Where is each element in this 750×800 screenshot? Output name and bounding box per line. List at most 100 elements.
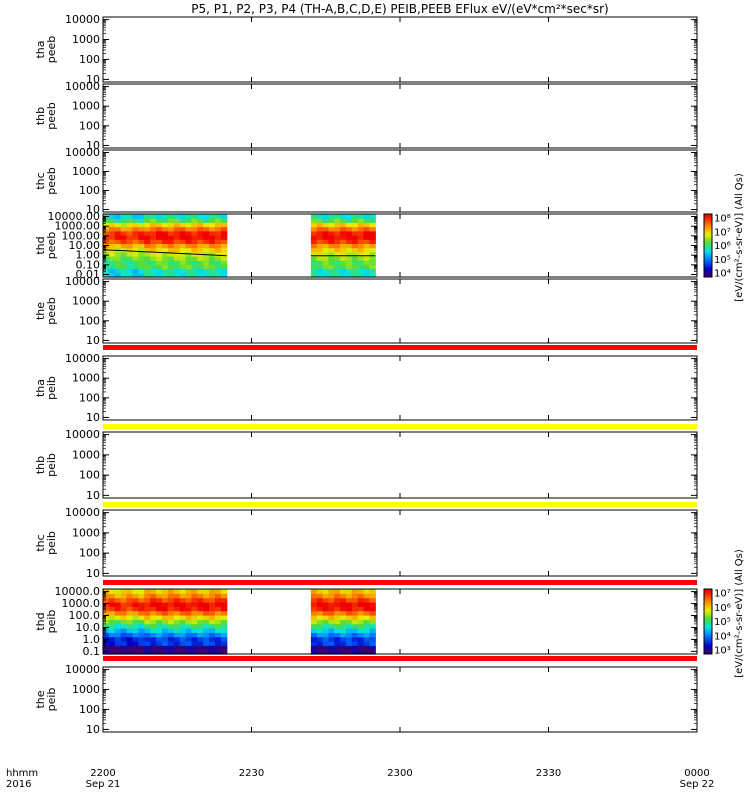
spectrogram-cell bbox=[150, 264, 157, 270]
spectrogram-cell bbox=[132, 264, 139, 270]
spectrogram-cell bbox=[103, 606, 110, 612]
spectrogram-cell bbox=[220, 239, 228, 244]
spectrogram-cell bbox=[310, 589, 318, 594]
status-band-yellow bbox=[103, 424, 697, 429]
spectrogram-cell bbox=[191, 264, 198, 270]
spectrogram-cell bbox=[334, 602, 341, 607]
panel-instrument-label: peib bbox=[45, 610, 58, 634]
spectrogram-cell bbox=[138, 645, 145, 651]
spectrogram-cell bbox=[108, 268, 116, 274]
spectrogram-cell bbox=[179, 636, 187, 642]
spectrogram-cell bbox=[334, 615, 341, 620]
spectrogram-cell bbox=[150, 615, 157, 620]
spectrogram-cell bbox=[167, 235, 175, 240]
spectrogram-cell bbox=[103, 649, 110, 655]
spectrogram-cell bbox=[197, 235, 204, 240]
spectrogram-cell bbox=[203, 264, 210, 270]
spectrogram-cell bbox=[214, 264, 222, 270]
spectrogram-cell bbox=[322, 256, 330, 261]
panel-frame bbox=[102, 149, 698, 213]
spectrogram-cell bbox=[138, 641, 145, 646]
spectrogram-cell bbox=[316, 235, 324, 240]
y-tick-label: 1.00 bbox=[76, 249, 101, 262]
spectrogram-cell bbox=[185, 636, 192, 642]
spectrogram-cell bbox=[310, 623, 318, 629]
spectrogram-cell bbox=[161, 597, 169, 603]
spectrogram-cell bbox=[103, 632, 110, 638]
spectrogram-cell bbox=[173, 218, 181, 223]
spectrogram-cell bbox=[214, 619, 222, 625]
spectrogram-cell bbox=[161, 235, 169, 240]
spectrogram-cell bbox=[203, 214, 210, 219]
spectrogram-cell bbox=[132, 606, 139, 612]
spectrogram-cell bbox=[144, 593, 151, 599]
colorbar-step bbox=[704, 606, 712, 609]
y-tick-label: 1000 bbox=[72, 526, 100, 539]
spectrogram-cell bbox=[357, 610, 365, 616]
spectrogram-cell bbox=[357, 649, 365, 655]
spectrogram-cell bbox=[214, 230, 222, 236]
spectrogram-cell bbox=[214, 243, 222, 249]
spectrogram-cell bbox=[138, 239, 145, 244]
spectrogram-cell bbox=[161, 589, 169, 594]
y-tick-label: 10 bbox=[86, 723, 100, 736]
spectrogram-cell bbox=[120, 593, 128, 599]
spectrogram-cell bbox=[173, 235, 181, 240]
colorbar: 10⁴ 10⁵ 10⁶ 10⁷ 10⁸ [eV/(cm²-s-sr-eV)] (All Q… bbox=[703, 173, 745, 302]
spectrogram-cell bbox=[161, 222, 169, 228]
spectrogram-cell bbox=[185, 260, 192, 265]
spectrogram-cell bbox=[340, 243, 347, 249]
spectrogram-cell bbox=[179, 597, 187, 603]
spectrogram-cell bbox=[346, 243, 353, 249]
spectrogram-cell bbox=[310, 239, 318, 244]
panel-label: thepeeb bbox=[34, 297, 58, 325]
spectrogram-cell bbox=[108, 645, 116, 651]
spectrogram-cell bbox=[108, 235, 116, 240]
spectrogram-cell bbox=[209, 602, 216, 607]
spectrogram-cell bbox=[340, 649, 347, 655]
spectrogram-cell bbox=[357, 226, 365, 232]
colorbar-step bbox=[704, 261, 712, 264]
spectrogram-cell bbox=[203, 268, 210, 274]
x-tick-label: 2330 bbox=[519, 768, 579, 779]
colorbar-step bbox=[704, 273, 712, 276]
spectrogram-cell bbox=[191, 235, 198, 240]
colorbar-step bbox=[704, 590, 712, 593]
colorbar-step bbox=[704, 250, 712, 253]
spectrogram-cell bbox=[334, 260, 341, 265]
spectrogram-cell bbox=[334, 268, 341, 274]
colorbar-step bbox=[704, 262, 712, 265]
spectrogram-cell bbox=[351, 243, 359, 249]
spectrogram-cell bbox=[126, 243, 134, 249]
spectrogram-cell bbox=[357, 641, 365, 646]
spectrogram-cell bbox=[173, 247, 181, 253]
spectrogram-cell bbox=[357, 264, 365, 270]
spectrogram-cell bbox=[351, 593, 359, 599]
y-tick-label: 10 bbox=[86, 567, 100, 580]
spectrogram-cell bbox=[179, 606, 187, 612]
spectrogram-cell bbox=[203, 602, 210, 607]
spectrogram-cell bbox=[108, 243, 116, 249]
spectrogram-cell bbox=[161, 239, 169, 244]
spectrogram-cell bbox=[351, 272, 359, 278]
spectrogram-cell bbox=[132, 636, 139, 642]
spectrogram-cell bbox=[120, 610, 128, 616]
spectrogram-cell bbox=[179, 222, 187, 228]
spectrogram-cell bbox=[369, 243, 376, 249]
spectrogram-cell bbox=[316, 649, 324, 655]
spectrogram-cell bbox=[316, 623, 324, 629]
spectrogram-cell bbox=[114, 619, 122, 625]
spectrogram-cell bbox=[214, 260, 222, 265]
spectrogram-cell bbox=[138, 649, 145, 655]
spectrogram-cell bbox=[340, 645, 347, 651]
spectrogram-cell bbox=[363, 619, 370, 625]
spectrogram-cell bbox=[120, 589, 128, 594]
spectrogram-cell bbox=[103, 593, 110, 599]
spectrogram-cell bbox=[191, 615, 198, 620]
spectrogram-cell bbox=[357, 222, 365, 228]
spectrogram-cell bbox=[197, 218, 204, 223]
spectrogram-cell bbox=[120, 243, 128, 249]
spectrogram-cell bbox=[138, 610, 145, 616]
spectrogram-cell bbox=[173, 623, 181, 629]
spectrogram-cell bbox=[185, 645, 192, 651]
